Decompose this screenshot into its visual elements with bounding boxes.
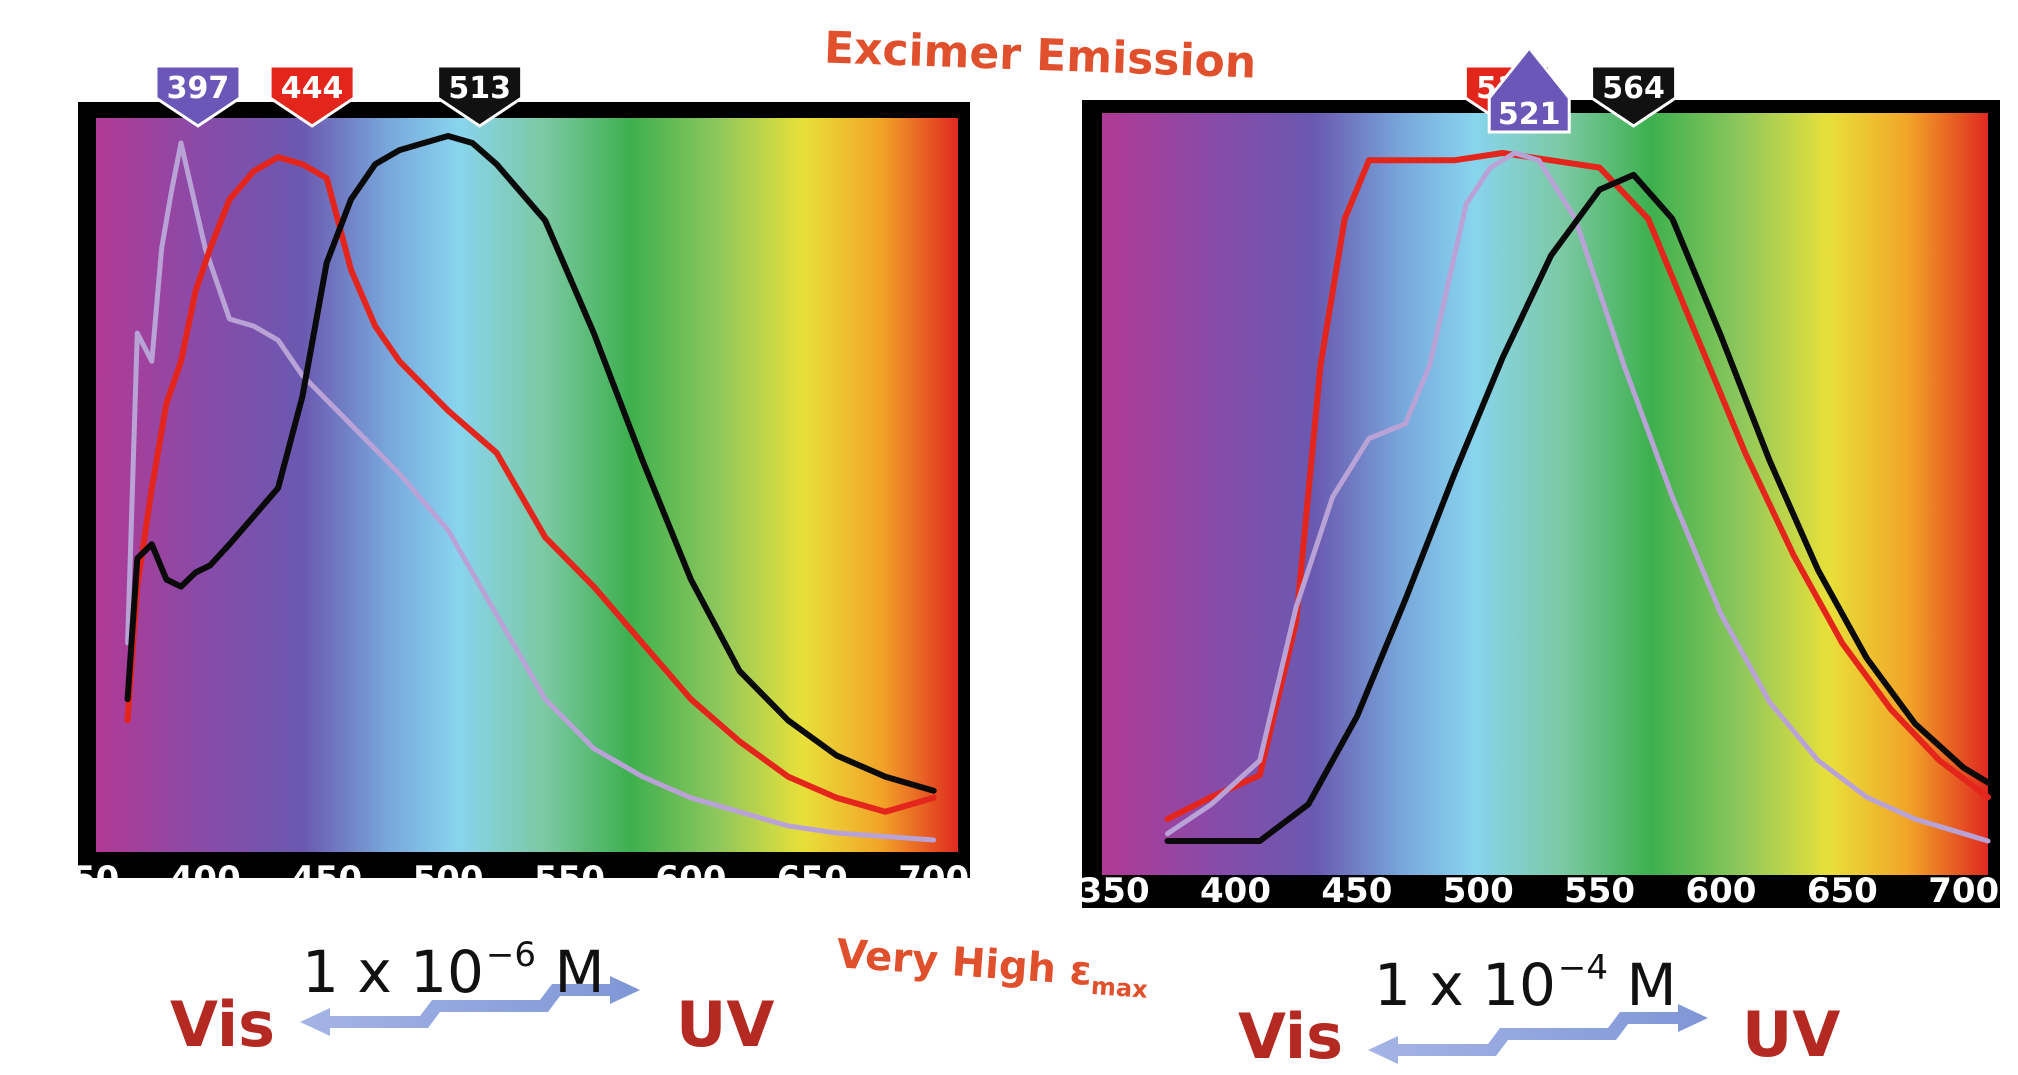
peak-marker-397: 397 [154,64,242,128]
x-tick-label: 700 [898,859,969,899]
x-tick-label: 700 [1928,871,1999,911]
uv-label-right: UV [1742,998,1841,1071]
chart-left: 350 400 450 500 550 600 650 700 397 444 513 [48,64,970,899]
x-tick-label: 350 [1079,871,1150,911]
peak-marker-label: 521 [1498,97,1561,132]
x-tick-label: 400 [170,859,241,899]
chart-left-spectrum-area [96,118,958,852]
uv-label-left: UV [676,988,775,1061]
peak-marker-444: 444 [268,64,356,128]
concentration-right: 1 x 10−4 M [1374,948,1677,1019]
x-tick-label: 450 [1321,871,1392,911]
x-tick-label: 400 [1200,871,1271,911]
series-line-violet [1165,150,1991,844]
x-tick-label: 550 [534,859,605,899]
peak-marker-521: 521 [1487,45,1571,134]
peak-marker-shape [436,64,524,128]
x-tick-label: 450 [291,859,362,899]
chart-left-x-tick-labels: 350 400 450 500 550 600 650 700 [48,859,969,899]
figure-title: Excimer Emission [823,22,1257,88]
series-line-violet [125,140,937,843]
peak-marker-label: 444 [281,71,344,106]
vis-uv-arrow-left [300,976,640,1036]
x-tick-label: 600 [655,859,726,899]
peak-marker-shape [154,64,242,128]
concentration-left: 1 x 10−6 M [302,935,605,1006]
series-line-black [124,133,937,794]
chart-right-spectrum-area [1102,113,1988,875]
peak-marker-513: 513 [436,64,524,128]
x-tick-label: 600 [1685,871,1756,911]
vis-label-left: Vis [170,988,276,1061]
vis-uv-arrow-right [1368,1004,1708,1064]
x-tick-label: 350 [48,859,119,899]
peak-marker-shape [268,64,356,128]
chart-left-peak-markers: 397 444 513 [154,64,524,128]
x-tick-label: 550 [1564,871,1635,911]
chart-right-x-tick-labels: 350 400 450 500 550 600 650 700 [1079,871,2000,911]
chart-right-series-layer [1164,150,1991,844]
peak-marker-label: 564 [1602,71,1665,106]
x-tick-label: 500 [1443,871,1514,911]
chart-right-peak-markers: 512521564 [1463,45,1678,134]
peak-marker-label: 397 [167,71,230,106]
x-tick-label: 650 [1807,871,1878,911]
x-tick-label: 500 [413,859,484,899]
x-tick-label: 650 [777,859,848,899]
series-line-black [1164,171,1991,844]
series-line-red [124,154,937,815]
peak-marker-shape [1590,64,1678,128]
vis-label-right: Vis [1238,1000,1344,1073]
chart-left-series-layer [124,133,937,843]
peak-marker-564: 564 [1590,64,1678,128]
peak-marker-shape [1487,45,1571,134]
peak-marker-label: 513 [448,71,511,106]
